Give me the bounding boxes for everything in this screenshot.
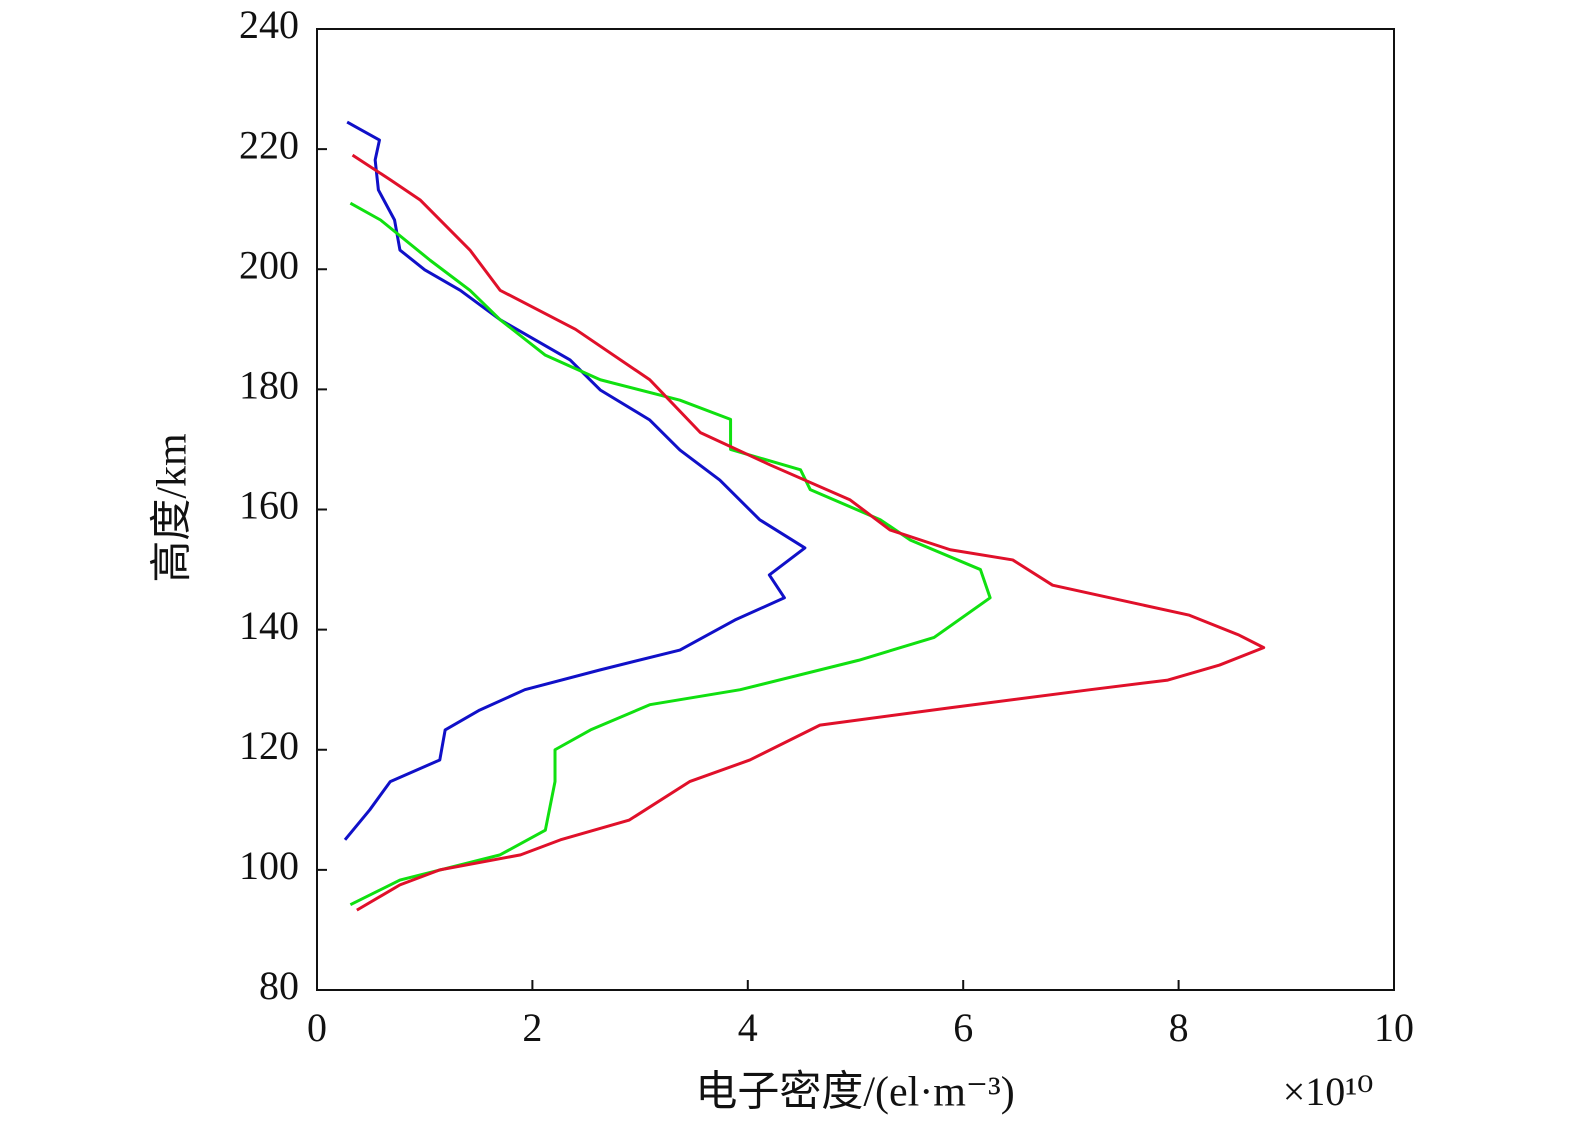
x-tick-label: 4 bbox=[738, 1005, 758, 1050]
y-tick-label: 100 bbox=[239, 843, 299, 888]
x-tick-label: 8 bbox=[1169, 1005, 1189, 1050]
x-multiplier: ×10¹⁰ bbox=[1283, 1069, 1374, 1114]
profile-line bbox=[343, 120, 807, 841]
x-tick-label: 10 bbox=[1374, 1005, 1414, 1050]
profile-line bbox=[351, 153, 1266, 912]
y-tick-label: 200 bbox=[239, 242, 299, 287]
x-tick-label: 0 bbox=[307, 1005, 327, 1050]
x-tick-label: 6 bbox=[953, 1005, 973, 1050]
y-tick-label: 80 bbox=[259, 963, 299, 1008]
profile-line bbox=[349, 201, 992, 907]
y-tick-label: 160 bbox=[239, 483, 299, 528]
y-tick-label: 180 bbox=[239, 363, 299, 408]
y-tick-label: 120 bbox=[239, 723, 299, 768]
x-tick-label: 2 bbox=[522, 1005, 542, 1050]
x-axis-title: 电子密度/(el·m⁻³) bbox=[695, 1069, 1014, 1116]
y-tick-label: 140 bbox=[239, 603, 299, 648]
y-axis-title: 高度/km bbox=[150, 433, 196, 583]
y-tick-label: 240 bbox=[239, 2, 299, 47]
y-tick-label: 220 bbox=[239, 122, 299, 167]
